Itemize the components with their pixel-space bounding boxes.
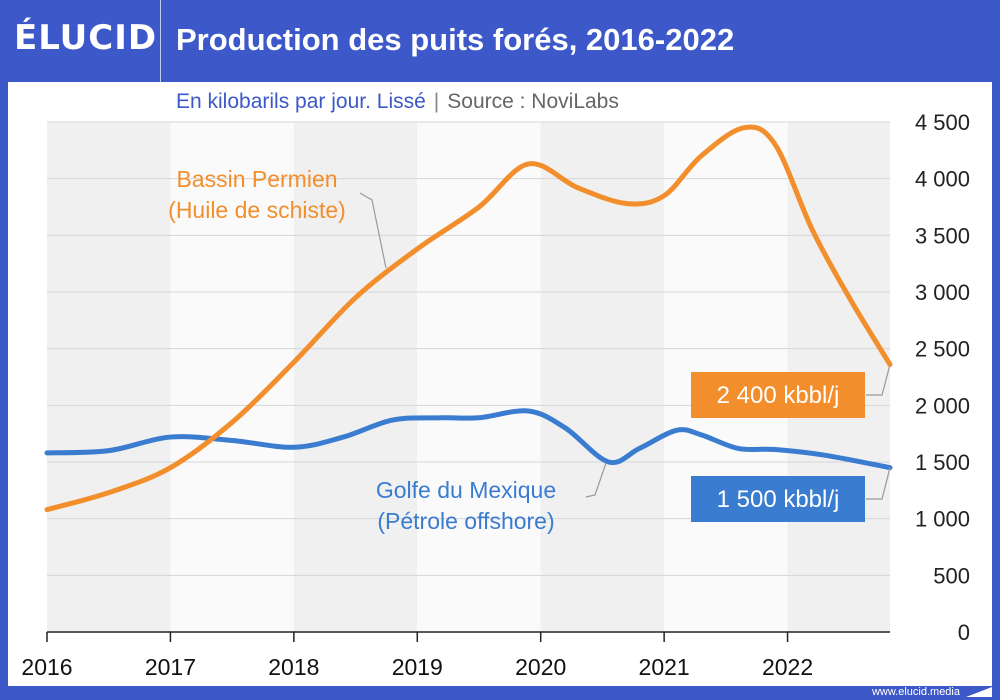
x-tick-label: 2021 (639, 654, 690, 680)
year-band (293, 122, 418, 632)
x-tick-label: 2022 (762, 654, 813, 680)
leader-line-golfe (585, 462, 607, 498)
x-tick-label: 2018 (268, 654, 319, 680)
end-badge-permien-text: 2 400 kbbl/j (717, 382, 840, 409)
y-tick-label: 1 000 (915, 507, 970, 532)
connector-golfe (866, 467, 891, 500)
connector-permien (866, 364, 891, 396)
y-tick-label: 2 500 (915, 337, 970, 362)
year-band (170, 122, 294, 632)
x-tick-label: 2020 (515, 654, 566, 680)
chart-subtitle: En kilobarils par jour. Lissé | Source : N… (176, 90, 619, 114)
series-label-bassin-permien: Bassin Permien (Huile de schiste) (168, 166, 346, 223)
year-band (540, 122, 665, 632)
chart-title: Production des puits forés, 2016-2022 (176, 22, 735, 57)
subtitle-separator: | (433, 90, 440, 113)
series-line-bassin-permien (44, 124, 893, 513)
elucid-mark-icon (966, 687, 992, 697)
footer-url[interactable]: www.elucid.media (871, 686, 960, 698)
elucid-logo: ÉLUCID (14, 18, 158, 58)
y-tick-label: 2 000 (915, 393, 970, 418)
y-tick-label: 3 000 (915, 280, 970, 305)
y-tick-label: 4 500 (915, 110, 970, 135)
header-divider (160, 0, 161, 82)
leader-line-permien (359, 192, 387, 269)
y-tick-label: 0 (958, 620, 970, 645)
end-badge-golfe-text: 1 500 kbbl/j (717, 486, 840, 513)
y-tick-label: 3 500 (915, 223, 970, 248)
series-label-golfe-du-mexique: Golfe du Mexique (Pétrole offshore) (376, 477, 556, 534)
y-tick-label: 500 (933, 563, 970, 588)
y-tick-label: 4 000 (915, 167, 970, 192)
year-band (47, 122, 171, 632)
header-bar: ÉLUCID Production des puits forés, 2016-… (0, 0, 1000, 82)
x-tick-label: 2016 (21, 654, 72, 680)
subtitle-source: Source : NoviLabs (447, 90, 619, 113)
x-tick-label: 2017 (145, 654, 196, 680)
x-tick-label: 2019 (392, 654, 443, 680)
year-band (417, 122, 541, 632)
y-tick-label: 1 500 (915, 450, 970, 475)
subtitle-unit: En kilobarils par jour. Lissé (176, 90, 426, 113)
series-line-golfe-du-mexique (44, 408, 893, 471)
end-badge-permien-box (691, 372, 865, 418)
end-badge-golfe-box (691, 476, 865, 522)
